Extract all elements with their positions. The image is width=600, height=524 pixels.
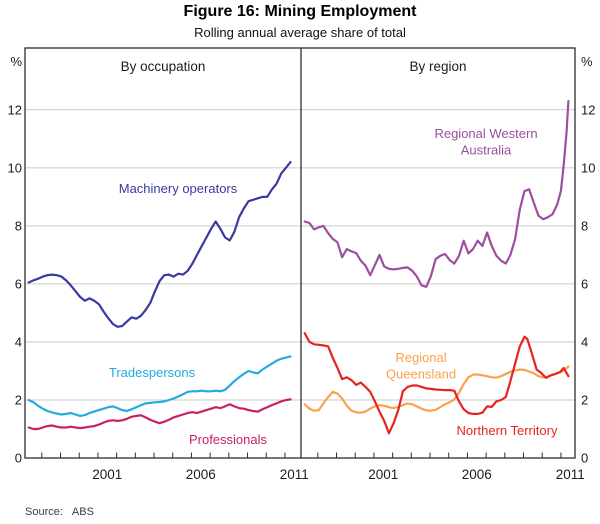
y-label-right-2: 2 (581, 392, 588, 407)
y-label-right-12: 12 (581, 102, 595, 117)
series-label-northern-territory: Northern Territory (457, 423, 558, 438)
y-label-left-6: 6 (15, 276, 22, 291)
series-label-regional-western-australia: Australia (461, 143, 512, 158)
y-label-left-12: 12 (8, 102, 22, 117)
y-label-left-8: 8 (15, 218, 22, 233)
y-label-left-4: 4 (15, 334, 22, 349)
source-label: Source: (25, 506, 63, 518)
y-unit-right: % (581, 54, 593, 69)
x-label-right-2011: 2011 (556, 467, 585, 482)
series-label-machinery-operators: Machinery operators (119, 181, 238, 196)
panel-header-by-region: By region (409, 59, 466, 74)
x-label-left-2011: 2011 (280, 467, 309, 482)
y-label-left-10: 10 (8, 160, 22, 175)
y-label-right-10: 10 (581, 160, 595, 175)
y-label-right-4: 4 (581, 334, 588, 349)
y-label-left-2: 2 (15, 392, 22, 407)
x-label-right-2001: 2001 (368, 467, 398, 482)
series-label-regional-western-australia: Regional Western (434, 126, 537, 141)
x-label-left-2006: 2006 (186, 467, 216, 482)
source-note: Source: ABS (25, 506, 94, 518)
series-machinery-operators (27, 160, 292, 328)
y-label-right-6: 6 (581, 276, 588, 291)
series-northern-territory (303, 332, 570, 435)
series-label-regional-queensland: Regional (395, 350, 446, 365)
plot-frame (24, 47, 576, 459)
series-label-professionals: Professionals (189, 432, 268, 447)
figure-subtitle: Rolling annual average share of total (194, 25, 406, 40)
series-label-regional-queensland: Queensland (386, 367, 456, 382)
y-label-right-8: 8 (581, 218, 588, 233)
y-unit-left: % (10, 54, 22, 69)
x-label-left-2001: 2001 (92, 467, 122, 482)
panel-header-by-occupation: By occupation (121, 59, 206, 74)
series-regional-western-australia (303, 99, 570, 288)
y-label-left-0: 0 (15, 451, 22, 466)
series-professionals (27, 398, 292, 431)
series-regional-queensland (303, 365, 570, 414)
series-label-tradespersons: Tradespersons (109, 365, 196, 380)
y-label-right-0: 0 (581, 451, 588, 466)
source-value: ABS (71, 506, 94, 518)
series-tradespersons (27, 355, 292, 417)
x-label-right-2006: 2006 (462, 467, 492, 482)
figure-title: Figure 16: Mining Employment (183, 3, 417, 20)
